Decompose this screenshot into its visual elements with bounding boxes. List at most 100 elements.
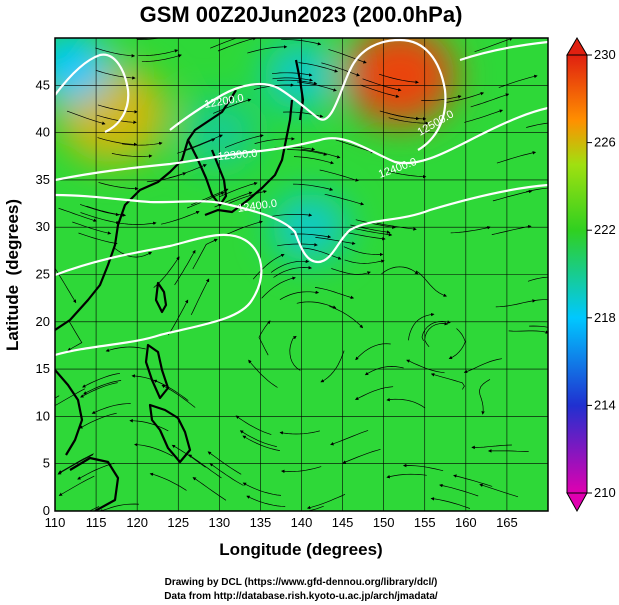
contour-label-3: 12400.0 — [237, 198, 278, 215]
contours — [55, 38, 548, 357]
plot-area: 12200.0 12300.0 12400.0 12500.0 12400.0 — [55, 38, 548, 511]
streamline — [58, 475, 95, 496]
streamline — [471, 444, 512, 450]
streamline — [209, 462, 244, 486]
x-tick-label-3: 125 — [167, 515, 189, 530]
credit-data: Data from http://database.rish.kyoto-u.a… — [164, 591, 438, 602]
streamline — [78, 232, 118, 245]
streamline — [134, 442, 173, 457]
streamline — [386, 397, 426, 409]
streamline — [271, 213, 313, 217]
streamline — [77, 462, 115, 480]
streamline — [408, 312, 435, 341]
streamline — [306, 493, 346, 510]
streamline — [343, 246, 384, 257]
streamline — [319, 169, 359, 182]
streamline — [254, 137, 295, 144]
contour-12200 — [169, 38, 447, 151]
streamline — [96, 114, 137, 125]
y-axis-label: Latitude (degrees) — [3, 199, 22, 351]
streamline — [277, 242, 318, 247]
streamline — [324, 193, 365, 206]
coast-philippines — [148, 403, 192, 464]
streamline — [122, 141, 163, 146]
streamline — [495, 299, 536, 308]
streamline — [293, 183, 334, 191]
streamline — [276, 79, 318, 85]
streamline — [146, 172, 187, 183]
x-tick-label-8: 150 — [373, 515, 395, 530]
coast-indochina — [55, 369, 84, 456]
streamline — [149, 472, 187, 491]
y-axis-ticks: 0 5 10 15 20 25 30 35 40 45 — [36, 77, 50, 518]
colorbar-tick-label-3: 222 — [594, 222, 616, 237]
streamline — [344, 259, 385, 264]
streamline — [331, 268, 371, 275]
streamline — [97, 137, 138, 147]
x-tick-label-6: 140 — [291, 515, 313, 530]
streamline — [328, 49, 367, 64]
streamline — [287, 149, 328, 156]
streamline — [534, 299, 548, 301]
streamline — [72, 221, 112, 235]
streamline — [246, 495, 286, 507]
streamline — [248, 359, 278, 388]
streamline — [79, 412, 117, 429]
streamline — [192, 238, 218, 270]
streamline — [242, 482, 282, 496]
y-tick-label-8: 40 — [36, 125, 50, 140]
streamline — [360, 84, 400, 98]
streamline — [289, 335, 301, 371]
coast-luzon — [144, 343, 170, 400]
streamline — [381, 266, 419, 275]
chart-title: GSM 00Z20Jun2023 (200.0hPa) — [140, 2, 463, 27]
colorbar-ticks: 210 214 218 222 226 230 — [587, 47, 616, 500]
streamline — [98, 182, 139, 191]
streamline — [315, 237, 356, 245]
streamline — [296, 301, 337, 309]
streamline — [463, 358, 502, 374]
streamline — [335, 139, 375, 154]
streamline — [58, 453, 94, 474]
streamline — [300, 148, 341, 159]
coast-japan — [204, 99, 294, 217]
streamline — [235, 415, 272, 435]
contour-12500 — [55, 233, 263, 357]
streamline — [95, 69, 136, 80]
streamline — [453, 474, 493, 487]
streamline — [258, 320, 271, 356]
y-tick-label-1: 5 — [43, 456, 50, 471]
streamline — [355, 219, 396, 229]
streamline — [330, 430, 369, 446]
streamline — [293, 156, 334, 165]
streamline — [252, 253, 285, 280]
streamline — [279, 430, 320, 435]
streamline — [488, 449, 529, 453]
streamline — [314, 287, 355, 300]
grid — [55, 38, 548, 511]
streamline — [114, 247, 153, 258]
streamline — [99, 503, 140, 511]
streamline — [281, 39, 322, 46]
streamline — [415, 270, 447, 297]
streamline — [470, 93, 510, 108]
streamline — [239, 430, 277, 447]
streamline — [129, 419, 169, 432]
streamline — [464, 109, 504, 123]
x-tick-label-1: 115 — [86, 515, 107, 530]
x-tick-label-11: 165 — [496, 515, 518, 530]
streamline — [111, 153, 153, 158]
streamline — [450, 226, 491, 234]
x-tick-label-4: 130 — [208, 515, 230, 530]
streamline — [141, 54, 182, 63]
streamline — [376, 222, 417, 231]
streamline — [448, 328, 466, 359]
streamline — [529, 325, 548, 328]
contour-12400 — [55, 183, 548, 264]
x-tick-label-0: 110 — [45, 515, 66, 530]
contour-ne — [459, 40, 548, 62]
streamline — [97, 104, 138, 114]
streamline — [525, 187, 548, 193]
colorbar: 210 214 218 222 226 230 — [566, 37, 616, 513]
streamline — [290, 233, 332, 239]
